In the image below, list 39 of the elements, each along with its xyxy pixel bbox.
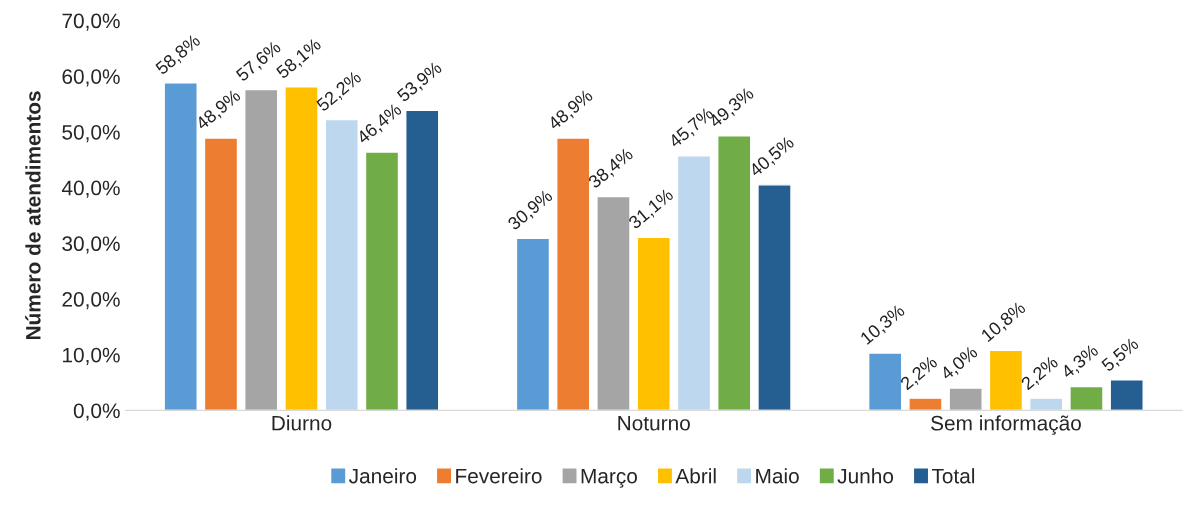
bar: [988, 349, 1024, 411]
legend-label: Maio: [756, 468, 799, 484]
y-tick-label: 50,0%: [62, 124, 120, 143]
bar: [717, 135, 752, 411]
x-tick-label: Sem informação: [931, 415, 1081, 435]
legend-label: Fevereiro: [456, 468, 542, 484]
bar: [757, 184, 792, 411]
legend-label: Junho: [837, 468, 894, 484]
y-tick-label: 40,0%: [61, 180, 120, 198]
y-tick-label: 70,0%: [62, 13, 120, 31]
bar: [163, 82, 198, 411]
y-tick-label: 60,0%: [62, 69, 120, 87]
y-tick-label: 30,0%: [62, 236, 120, 254]
y-axis-title: Número de atendimentos: [25, 91, 41, 340]
bar: [244, 88, 279, 411]
bar: [203, 137, 239, 411]
x-tick-label: Diurno: [272, 415, 332, 431]
bar: [1069, 385, 1104, 411]
y-tick-label: 10,0%: [63, 347, 120, 365]
bar: [515, 237, 551, 411]
x-tick-label: Noturno: [618, 416, 690, 431]
bar: [636, 236, 671, 411]
bar: [405, 109, 440, 411]
bar: [676, 155, 712, 411]
bar: [556, 137, 591, 411]
bar: [324, 118, 359, 411]
bar: [908, 397, 943, 411]
bar: [1109, 379, 1144, 411]
legend-label: Total: [931, 468, 975, 484]
y-tick-label: 0,0%: [73, 403, 120, 421]
bar: [596, 195, 631, 411]
bar: [948, 387, 983, 411]
y-tick-label: 20,0%: [62, 292, 120, 310]
bar: [867, 352, 903, 411]
legend-label: Janeiro: [348, 468, 417, 484]
bar: [1029, 397, 1064, 411]
legend-label: Abril: [675, 468, 716, 484]
bar: [364, 151, 400, 411]
legend-label: Março: [581, 468, 637, 488]
